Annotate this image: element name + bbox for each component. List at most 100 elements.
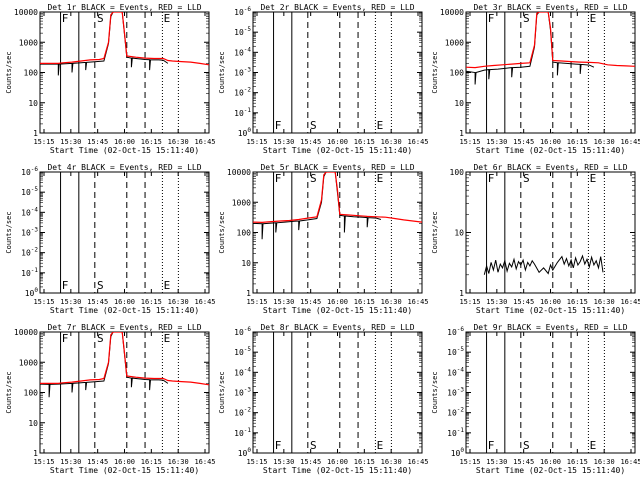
- x-tick-label: 15:45: [300, 138, 321, 146]
- x-tick-label: 16:45: [194, 138, 215, 146]
- y-tick-label: 10-6: [234, 6, 251, 17]
- x-tick-label: 16:30: [168, 138, 189, 146]
- x-tick-label: 15:30: [486, 138, 507, 146]
- event-letter-e: E: [590, 172, 597, 185]
- x-tick-label: 15:30: [60, 298, 81, 306]
- event-letter-f: F: [62, 279, 69, 292]
- x-tick-label: 15:30: [273, 138, 294, 146]
- panel-title: Det 2r BLACK = Events, RED = LLD: [260, 3, 414, 12]
- event-letter-s: S: [97, 12, 104, 25]
- panel-title: Det 7r BLACK = Events, RED = LLD: [47, 323, 201, 332]
- y-tick-label: 10-1: [21, 267, 38, 278]
- y-tick-label: 10000: [227, 168, 251, 177]
- x-tick-label: 15:30: [60, 138, 81, 146]
- lld-series: [40, 12, 209, 66]
- x-axis-label: Start Time (02-Oct-15 15:11:40): [263, 466, 412, 475]
- x-tick-label: 15:30: [486, 298, 507, 306]
- x-tick-label: 16:30: [168, 298, 189, 306]
- panel-title: Det 9r BLACK = Events, RED = LLD: [473, 323, 627, 332]
- event-letter-s: S: [97, 279, 104, 292]
- x-tick-label: 16:00: [114, 138, 135, 146]
- x-tick-label: 16:45: [620, 138, 640, 146]
- y-tick-label: 10-3: [234, 387, 251, 398]
- event-letter-e: E: [164, 279, 171, 292]
- x-tick-label: 16:15: [567, 138, 588, 146]
- x-tick-label: 16:00: [327, 458, 348, 466]
- x-axis-label: Start Time (02-Oct-15 15:11:40): [476, 146, 625, 155]
- lld-series: [40, 332, 209, 386]
- panel-det-8: Det 8r BLACK = Events, RED = LLD 100 10-1 1…: [218, 323, 429, 475]
- y-tick-label: 10000: [14, 328, 38, 337]
- y-tick-label: 100: [450, 168, 465, 177]
- y-tick-label: 10000: [14, 8, 38, 17]
- x-axis-label: Start Time (02-Oct-15 15:11:40): [50, 466, 199, 475]
- x-tick-label: 15:15: [459, 298, 480, 306]
- y-tick-label: 10-5: [21, 186, 38, 197]
- y-tick-label: 10-5: [234, 26, 251, 37]
- x-tick-label: 16:30: [594, 298, 615, 306]
- x-axis-label: Start Time (02-Oct-15 15:11:40): [50, 306, 199, 315]
- x-tick-label: 15:45: [87, 298, 108, 306]
- y-tick-label: 10-4: [21, 206, 38, 217]
- x-tick-label: 16:45: [407, 138, 428, 146]
- y-tick-label: 10-6: [447, 326, 464, 337]
- x-tick-label: 15:15: [33, 298, 54, 306]
- x-tick-label: 16:45: [407, 298, 428, 306]
- lld-series: [253, 172, 422, 224]
- x-tick-label: 15:15: [33, 138, 54, 146]
- y-tick-label: 10-1: [234, 427, 251, 438]
- plot-frame: [252, 331, 423, 454]
- event-letter-e: E: [164, 332, 171, 345]
- event-letter-e: E: [377, 439, 384, 452]
- event-letter-s: S: [310, 439, 317, 452]
- y-tick-label: 10-3: [234, 67, 251, 78]
- y-tick-label: 100: [24, 69, 39, 78]
- x-tick-label: 15:15: [246, 298, 267, 306]
- x-axis-label: Start Time (02-Oct-15 15:11:40): [476, 306, 625, 315]
- y-tick-label: 100: [238, 127, 252, 138]
- event-letter-e: E: [377, 172, 384, 185]
- x-tick-label: 15:15: [246, 458, 267, 466]
- event-letter-f: F: [488, 439, 495, 452]
- y-tick-label: 10000: [440, 8, 464, 17]
- y-tick-label: 1: [33, 129, 38, 138]
- x-tick-label: 16:00: [540, 458, 561, 466]
- event-letter-f: F: [488, 172, 495, 185]
- x-tick-label: 15:15: [33, 458, 54, 466]
- event-letter-f: F: [275, 119, 282, 132]
- plot-frame: [39, 171, 210, 294]
- x-tick-label: 15:30: [273, 458, 294, 466]
- y-axis-label: Counts/sec: [5, 211, 13, 253]
- event-letter-s: S: [523, 12, 530, 25]
- panel-det-2: Det 2r BLACK = Events, RED = LLD 100 10-1 1…: [218, 3, 429, 155]
- y-tick-label: 10-1: [234, 107, 251, 118]
- events-series: [40, 332, 169, 398]
- x-axis-label: Start Time (02-Oct-15 15:11:40): [263, 306, 412, 315]
- event-letter-s: S: [310, 172, 317, 185]
- x-tick-label: 15:30: [486, 458, 507, 466]
- y-tick-label: 10-6: [21, 166, 38, 177]
- panel-title: Det 6r BLACK = Events, RED = LLD: [473, 163, 627, 172]
- panel-det-4: Det 4r BLACK = Events, RED = LLD 100 10-1 1…: [5, 163, 216, 315]
- event-letter-f: F: [62, 332, 69, 345]
- y-tick-label: 1: [246, 289, 251, 298]
- events-series: [466, 12, 595, 85]
- y-tick-label: 10-3: [447, 387, 464, 398]
- event-letter-e: E: [590, 439, 597, 452]
- x-tick-label: 15:45: [513, 138, 534, 146]
- y-tick-label: 100: [451, 447, 465, 458]
- y-tick-label: 1: [459, 129, 464, 138]
- x-tick-label: 16:00: [540, 138, 561, 146]
- y-tick-label: 10-5: [447, 346, 464, 357]
- panel-det-3: Det 3r BLACK = Events, RED = LLD 1 10 100 10…: [431, 3, 640, 155]
- events-series: [253, 172, 382, 240]
- y-tick-label: 1000: [19, 38, 38, 47]
- y-axis-label: Counts/sec: [431, 211, 439, 253]
- panel-det-5: Det 5r BLACK = Events, RED = LLD 1 10 100 10…: [218, 163, 429, 315]
- y-axis-label: Counts/sec: [218, 371, 226, 413]
- event-letter-s: S: [97, 332, 104, 345]
- y-tick-label: 100: [25, 287, 39, 298]
- x-tick-label: 16:45: [620, 298, 640, 306]
- y-tick-label: 10: [241, 259, 251, 268]
- y-tick-label: 10: [454, 99, 464, 108]
